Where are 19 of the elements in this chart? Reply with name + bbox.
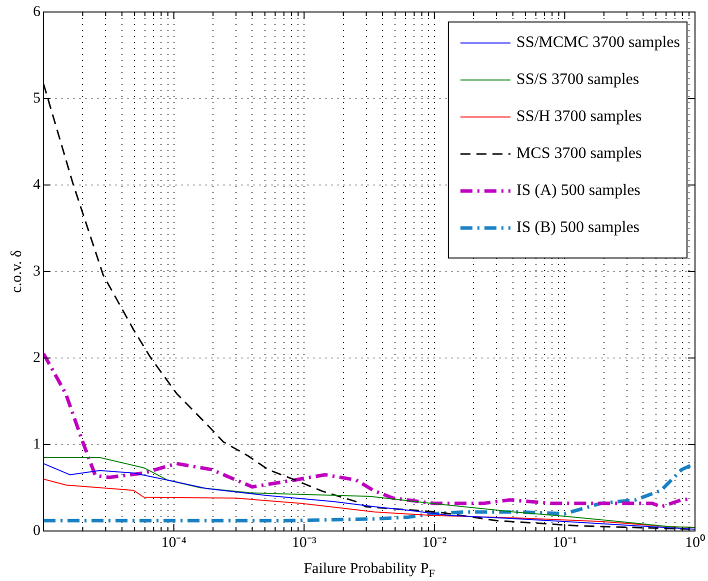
- x-tick-label: 10⁻⁴: [161, 534, 186, 551]
- y-tick-label: 2: [33, 350, 40, 366]
- y-tick-label: 1: [33, 436, 40, 452]
- x-tick-label: 10⁻¹: [552, 534, 577, 551]
- legend-label: IS (A) 500 samples: [516, 182, 640, 200]
- y-tick-label: 0: [33, 522, 40, 539]
- legend-label: SS/MCMC 3700 samples: [516, 34, 680, 52]
- legend-label: IS (B) 500 samples: [516, 219, 640, 236]
- y-tick-label: 3: [33, 263, 40, 280]
- x-tick-label: 10⁻²: [422, 534, 448, 551]
- x-tick-label: 10⁰: [685, 534, 705, 551]
- legend-label: MCS 3700 samples: [516, 145, 642, 162]
- y-axis-title: c.o.v. δ: [8, 250, 25, 293]
- y-tick-label: 5: [33, 90, 40, 106]
- y-tick-label: 6: [33, 4, 41, 20]
- y-tick-label: 4: [33, 176, 41, 193]
- x-tick-label: 10⁻³: [292, 534, 317, 551]
- legend-label: SS/H 3700 samples: [516, 108, 642, 126]
- legend-label: SS/S 3700 samples: [516, 71, 640, 88]
